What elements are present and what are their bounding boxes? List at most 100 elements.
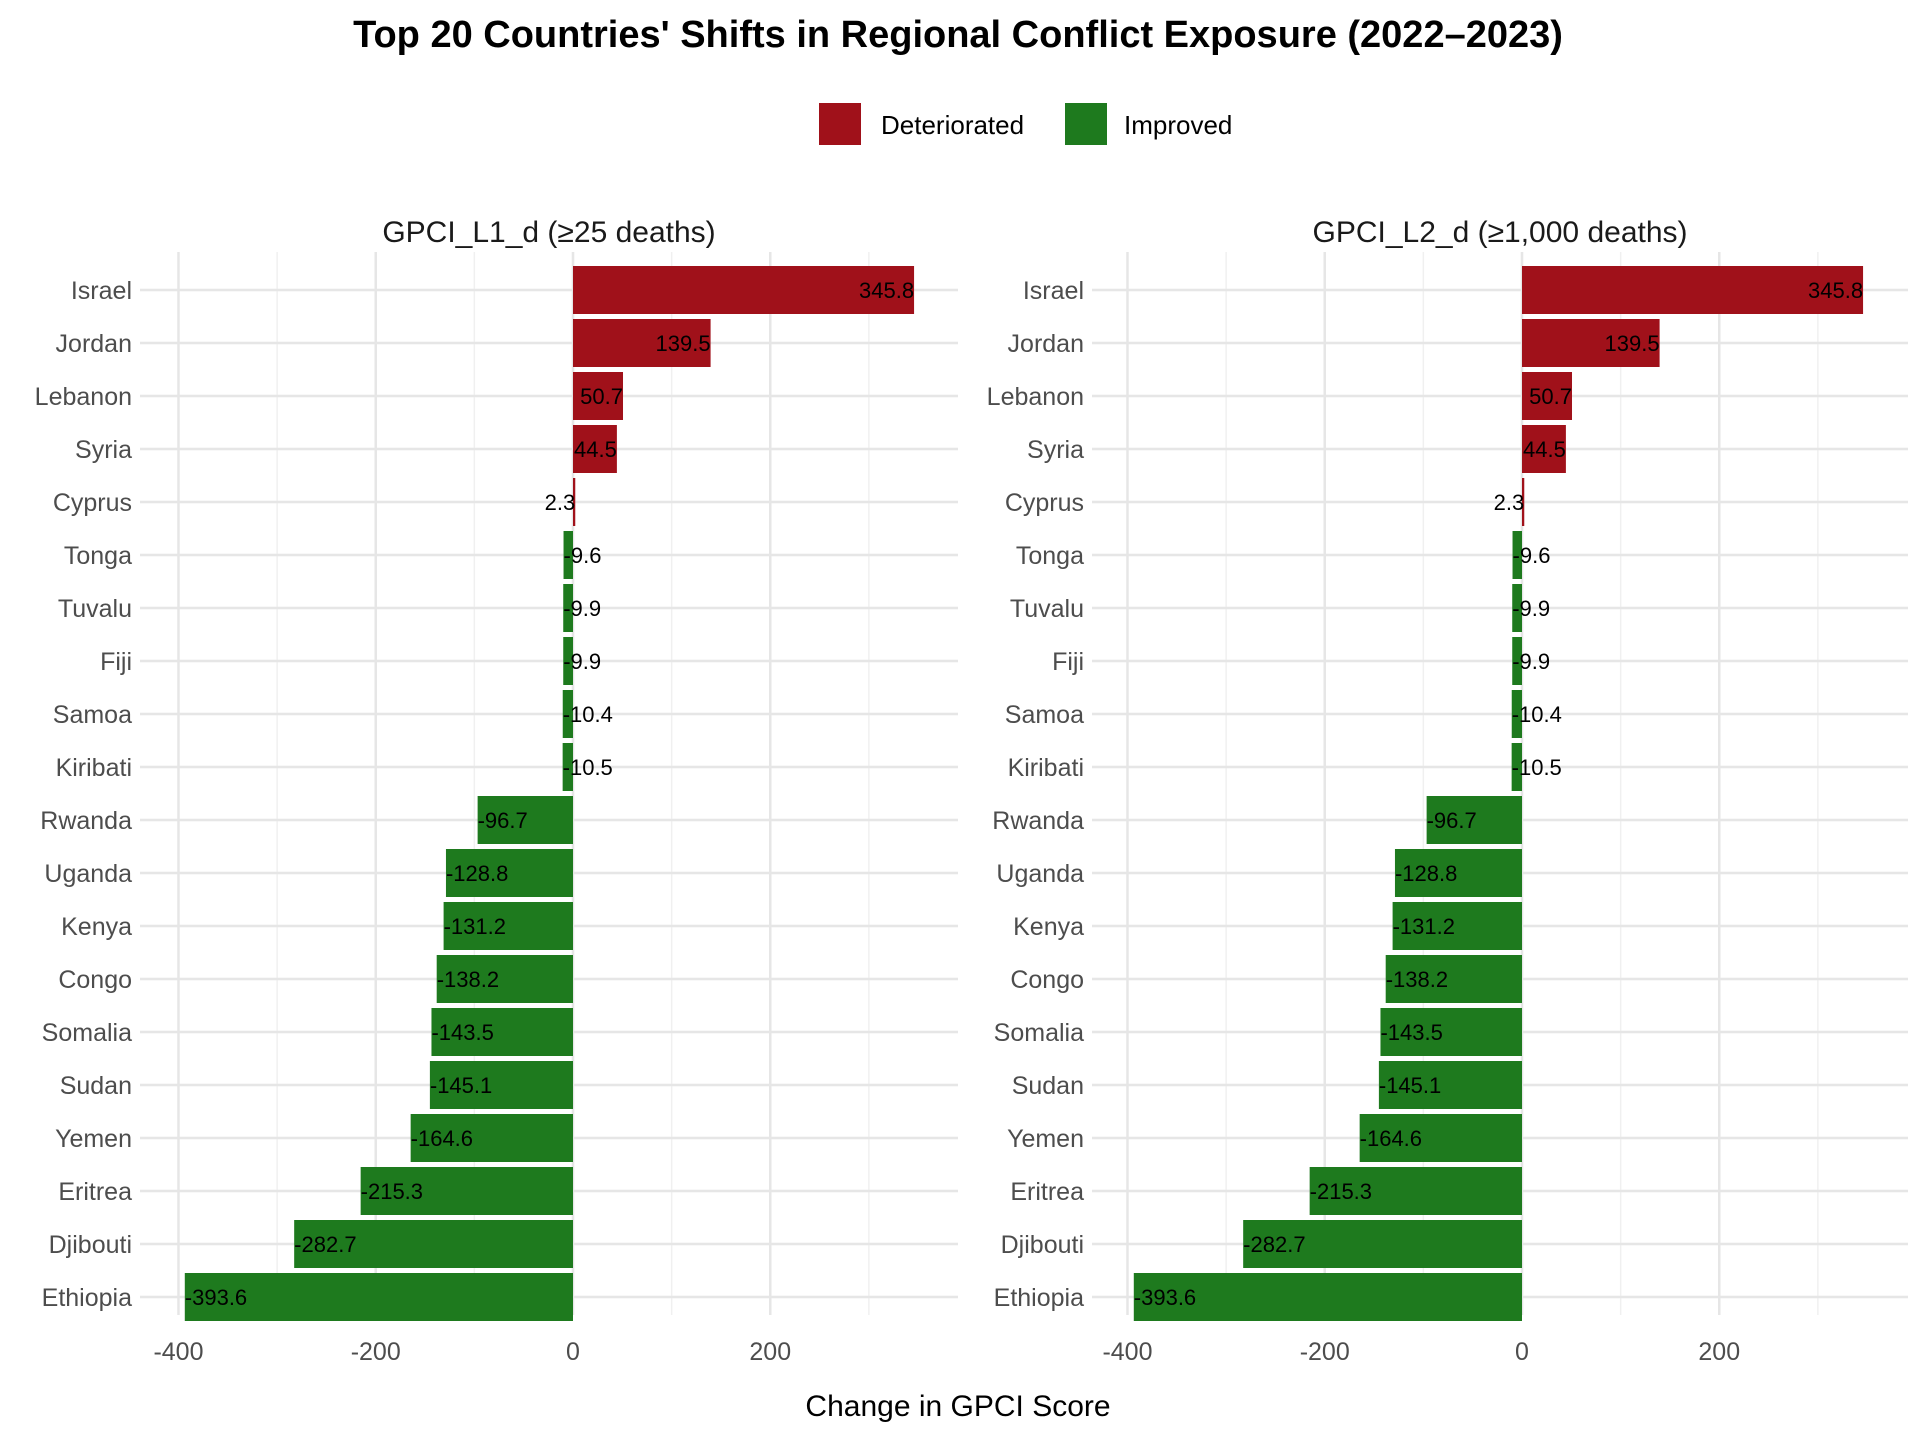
bar-value-label: -9.6 <box>1513 543 1551 568</box>
bar-somalia <box>431 1008 573 1056</box>
x-tick-label: -400 <box>1102 1338 1152 1366</box>
bar-value-label: -215.3 <box>1310 1179 1372 1204</box>
bar-somalia <box>1380 1008 1522 1056</box>
x-tick-label: -200 <box>351 1338 401 1366</box>
y-tick-label: Uganda <box>44 860 132 888</box>
y-tick-label: Sudan <box>60 1072 132 1100</box>
bar-value-label: -9.9 <box>563 596 601 621</box>
bar-value-label: -138.2 <box>437 967 499 992</box>
bar-eritrea <box>1309 1167 1522 1215</box>
bar-tuvalu <box>563 584 573 632</box>
y-tick-label: Israel <box>71 277 132 305</box>
bar-value-label: -282.7 <box>294 1232 356 1257</box>
y-tick-label: Lebanon <box>35 383 132 411</box>
bar-value-label: 50.7 <box>1529 384 1572 409</box>
bar-israel <box>1522 266 1864 314</box>
bar-tonga <box>1512 531 1522 579</box>
y-tick-label: Tuvalu <box>1010 595 1084 623</box>
y-tick-label: Cyprus <box>53 489 132 517</box>
bar-djibouti <box>1243 1220 1522 1268</box>
y-tick-label: Djibouti <box>1001 1231 1084 1259</box>
bar-value-label: -393.6 <box>1134 1285 1196 1310</box>
bar-kenya <box>443 902 573 950</box>
y-tick-label: Congo <box>1010 966 1084 994</box>
bar-value-label: 2.3 <box>545 490 576 515</box>
bar-lebanon <box>1522 372 1573 420</box>
bar-cyprus <box>1522 478 1525 526</box>
legend-label-improved: Improved <box>1124 110 1232 140</box>
bar-tuvalu <box>1512 584 1522 632</box>
bar-ethiopia <box>184 1273 574 1321</box>
bar-kiribati <box>562 743 573 791</box>
bar-value-label: -9.9 <box>1512 649 1550 674</box>
bar-value-label: 345.8 <box>859 278 914 303</box>
bar-value-label: 44.5 <box>1523 437 1566 462</box>
bar-value-label: -164.6 <box>1360 1126 1422 1151</box>
bar-lebanon <box>573 372 624 420</box>
y-tick-label: Rwanda <box>992 807 1084 835</box>
y-tick-label: Kenya <box>1013 913 1084 941</box>
bar-yemen <box>1359 1114 1522 1162</box>
legend-swatch-deteriorated <box>819 103 861 145</box>
y-tick-label: Cyprus <box>1005 489 1084 517</box>
legend-swatch-improved <box>1065 103 1107 145</box>
y-tick-label: Rwanda <box>40 807 132 835</box>
y-tick-label: Somalia <box>994 1019 1084 1047</box>
y-tick-label: Yemen <box>55 1125 132 1153</box>
bar-congo <box>436 955 573 1003</box>
bar-samoa <box>562 690 573 738</box>
bar-value-label: -96.7 <box>1427 808 1477 833</box>
bar-value-label: -128.8 <box>446 861 508 886</box>
bar-value-label: -138.2 <box>1386 967 1448 992</box>
bar-value-label: -9.9 <box>1512 596 1550 621</box>
bar-sudan <box>429 1061 573 1109</box>
bar-tonga <box>563 531 573 579</box>
bar-value-label: -9.9 <box>563 649 601 674</box>
y-tick-label: Congo <box>58 966 132 994</box>
bar-value-label: -9.6 <box>564 543 602 568</box>
x-tick-label: 200 <box>749 1338 791 1366</box>
bar-israel <box>573 266 915 314</box>
bar-value-label: -145.1 <box>1379 1073 1441 1098</box>
bar-value-label: -10.5 <box>1512 755 1562 780</box>
bar-ethiopia <box>1133 1273 1522 1321</box>
x-axis-title: Change in GPCI Score <box>805 1390 1110 1423</box>
y-tick-label: Yemen <box>1007 1125 1084 1153</box>
bar-value-label: -145.1 <box>430 1073 492 1098</box>
bar-rwanda <box>1426 796 1522 844</box>
x-tick-label: 0 <box>1515 1338 1529 1366</box>
y-tick-label: Syria <box>1027 436 1084 464</box>
y-tick-label: Jordan <box>56 330 132 358</box>
bar-value-label: 345.8 <box>1808 278 1863 303</box>
x-tick-label: -200 <box>1300 1338 1350 1366</box>
legend-label-deteriorated: Deteriorated <box>881 110 1024 140</box>
y-tick-label: Eritrea <box>58 1178 132 1206</box>
legend: Deteriorated Improved <box>819 103 1232 145</box>
y-tick-label: Tonga <box>64 542 132 570</box>
bar-value-label: 139.5 <box>656 331 711 356</box>
y-tick-label: Syria <box>75 436 132 464</box>
chart-title: Top 20 Countries' Shifts in Regional Con… <box>353 14 1563 56</box>
bar-cyprus <box>573 478 576 526</box>
bar-jordan <box>1522 319 1660 367</box>
y-tick-label: Somalia <box>42 1019 132 1047</box>
x-tick-label: 200 <box>1698 1338 1740 1366</box>
y-tick-label: Uganda <box>996 860 1084 888</box>
bar-value-label: -131.2 <box>444 914 506 939</box>
x-tick-label: 0 <box>566 1338 580 1366</box>
bar-eritrea <box>360 1167 573 1215</box>
y-tick-label: Samoa <box>53 701 132 729</box>
bar-value-label: -215.3 <box>361 1179 423 1204</box>
y-tick-label: Kiribati <box>56 754 132 782</box>
y-tick-label: Eritrea <box>1010 1178 1084 1206</box>
y-tick-label: Tonga <box>1016 542 1084 570</box>
bar-value-label: 2.3 <box>1494 490 1525 515</box>
y-tick-label: Jordan <box>1008 330 1084 358</box>
bar-value-label: 44.5 <box>574 437 617 462</box>
bar-value-label: -10.4 <box>1512 702 1562 727</box>
bar-fiji <box>1512 637 1522 685</box>
bar-value-label: -10.5 <box>563 755 613 780</box>
facet-title: GPCI_L2_d (≥1,000 deaths) <box>1312 216 1687 249</box>
y-tick-label: Ethiopia <box>994 1284 1084 1312</box>
y-tick-label: Israel <box>1023 277 1084 305</box>
